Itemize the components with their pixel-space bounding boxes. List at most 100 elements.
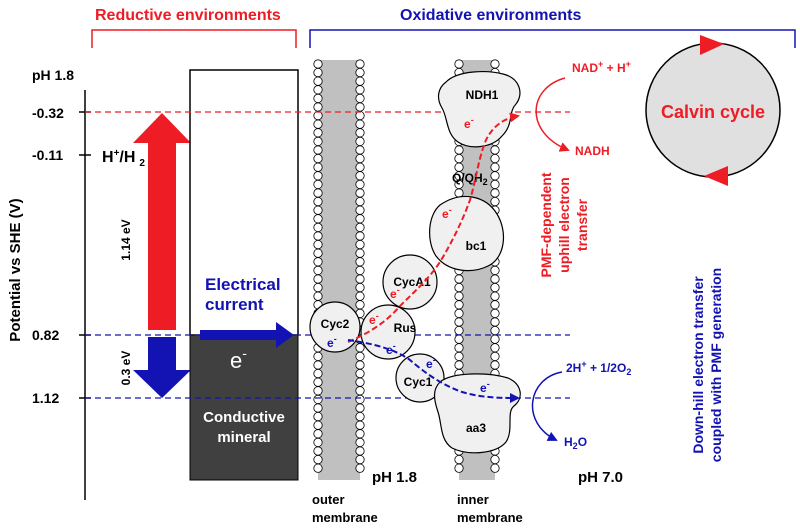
lipid-head [454, 291, 464, 301]
lipid-head [313, 179, 323, 189]
lipid-head [490, 300, 500, 310]
lipid-head [355, 85, 365, 95]
bc1-label: bc1 [466, 239, 487, 253]
lipid-head [355, 282, 365, 293]
lipid-head [490, 334, 500, 344]
lipid-head [355, 188, 365, 198]
lipid-head [313, 368, 323, 379]
lipid-head [454, 154, 464, 164]
lipid-head [313, 102, 323, 112]
lipid-head [355, 446, 365, 456]
lipid-head [313, 282, 323, 293]
outer-membrane-band [318, 60, 360, 480]
downhill-gap-label: 0.3 eV [119, 351, 133, 386]
lipid-head [454, 308, 464, 318]
o2-reactant-label: 2H+ + 1/2O2 [566, 359, 631, 377]
h2-couple-label: H+/H 2 [102, 148, 145, 169]
lipid-head [355, 351, 365, 361]
quinone-label: Q/QH2 [452, 171, 488, 187]
cyc1-label: Cyc1 [404, 375, 433, 389]
cyca1-electron: e- [390, 285, 400, 301]
lipid-head [355, 205, 365, 215]
lipid-head [454, 351, 464, 361]
lipid-head [355, 463, 365, 473]
lipid-head [313, 205, 323, 215]
y-axis-label: Potential vs SHE (V) [7, 198, 24, 341]
cyca1-protein [382, 254, 438, 310]
mineral-label-line1: Conductive [203, 409, 285, 426]
lipid-head [313, 136, 323, 146]
lipid-head [490, 154, 500, 164]
ph-top-label: pH 1.8 [32, 67, 74, 83]
aa3-electron: e- [480, 379, 490, 395]
lipid-head [355, 171, 365, 181]
lipid-head [355, 300, 365, 310]
lipid-head [355, 437, 365, 447]
lipid-head [313, 93, 323, 104]
ndh1-protein [437, 71, 521, 148]
lipid-head [313, 437, 323, 447]
lipid-head [313, 119, 323, 129]
lipid-head [454, 360, 464, 370]
lipid-head [313, 214, 323, 224]
cyc2-electron: e- [327, 334, 337, 350]
lipid-head [355, 343, 365, 353]
lipid-head [313, 377, 323, 387]
downhill-electron-path [347, 339, 520, 403]
lipid-head [490, 343, 500, 353]
cyc1-electron: e- [426, 355, 436, 371]
lipid-head [355, 386, 365, 396]
lipid-head [313, 386, 323, 396]
lipid-head [355, 179, 365, 189]
lipid-head [490, 325, 500, 336]
lipid-head [454, 325, 464, 336]
o2-reaction-arc [531, 371, 563, 441]
cyc1-protein [395, 353, 445, 403]
h2o-product-label: H2O [564, 435, 587, 451]
lipid-head [313, 197, 323, 207]
nad-reactant-label: NAD+ + H+ [572, 59, 631, 75]
lipid-head [313, 162, 323, 172]
lipid-head [490, 162, 500, 172]
mineral-electron-label: e- [230, 345, 247, 373]
downhill-label-line1: Down-hill electron transfer [690, 276, 706, 454]
tick-label-neg032: -0.32 [32, 105, 64, 121]
lipid-head [313, 231, 323, 241]
lipid-head [355, 102, 365, 112]
ndh1-label: NDH1 [466, 88, 499, 102]
lipid-head [313, 240, 323, 250]
lipid-head [454, 300, 464, 310]
lipid-head [355, 265, 365, 275]
lipid-head [355, 197, 365, 207]
lipid-head [454, 274, 464, 284]
lipid-head [313, 222, 323, 232]
lipid-head [490, 317, 500, 327]
current-label-line1: Electrical [205, 275, 281, 294]
uphill-gap-label: 1.14 eV [119, 219, 133, 260]
rus-electron-blue: e- [386, 341, 396, 357]
lipid-head [490, 265, 500, 275]
ph-inner-label: pH 7.0 [578, 469, 623, 486]
tick-label-neg011: -0.11 [32, 147, 63, 163]
ph-outer-label: pH 1.8 [372, 469, 417, 486]
bc1-electron: e- [442, 205, 452, 221]
rus-label: Rus [394, 321, 417, 335]
lipid-head [355, 454, 365, 465]
lipid-head [355, 248, 365, 258]
lipid-head [313, 454, 323, 465]
lipid-head [355, 240, 365, 250]
lipid-head [490, 188, 500, 198]
lipid-head [313, 76, 323, 86]
lipid-head [355, 411, 365, 422]
downhill-label-line2: coupled with PMF generation [708, 268, 724, 462]
lipid-head [454, 145, 464, 155]
nad-reaction-arc [535, 77, 570, 152]
lipid-head [313, 463, 323, 473]
lipid-head [313, 291, 323, 301]
lipid-head [490, 282, 500, 293]
lipid-head [355, 222, 365, 232]
lipid-head [355, 76, 365, 86]
pmf-label-line3: transfer [574, 198, 590, 251]
lipid-head [454, 282, 464, 293]
lipid-head [313, 248, 323, 258]
